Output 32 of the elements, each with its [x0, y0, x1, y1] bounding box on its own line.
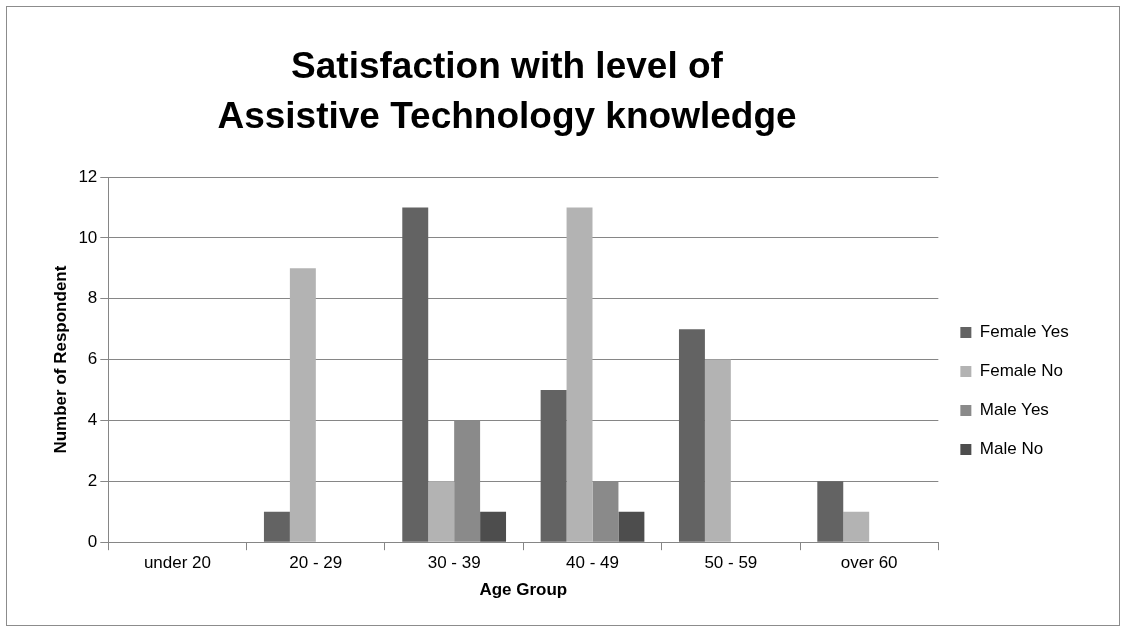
y-axis-title: Number of Respondent — [50, 265, 70, 454]
x-tick-label: 40 - 49 — [566, 553, 619, 573]
bar — [402, 207, 429, 542]
x-tick-label: over 60 — [840, 553, 898, 573]
bar — [480, 511, 507, 542]
bar — [678, 329, 705, 542]
bar — [428, 481, 455, 542]
bar — [289, 268, 316, 542]
x-tick-label: 30 - 39 — [427, 553, 481, 573]
y-tick-label: 0 — [87, 531, 98, 551]
bar — [566, 207, 593, 542]
bar — [540, 390, 567, 542]
bar — [618, 511, 645, 542]
x-tick-label: under 20 — [143, 553, 212, 573]
y-tick-label: 2 — [87, 471, 98, 491]
x-axis-title: Age Group — [479, 580, 568, 600]
legend-label: Female Yes — [979, 322, 1069, 342]
chart-title: Satisfaction with level of Assistive Technology knowledge — [216, 44, 798, 138]
legend-label: Male No — [979, 439, 1044, 459]
y-tick-label: 6 — [87, 349, 98, 369]
bar — [704, 359, 731, 542]
legend-label: Female No — [979, 361, 1063, 381]
legend-label: Male Yes — [979, 400, 1049, 420]
y-tick-label: 8 — [87, 288, 98, 308]
y-tick-label: 4 — [87, 410, 98, 430]
x-tick-label: 20 - 29 — [289, 553, 343, 573]
bar — [817, 481, 844, 542]
bar — [843, 511, 870, 542]
y-tick-label: 10 — [78, 227, 98, 247]
x-tick-label: 50 - 59 — [704, 553, 758, 573]
bar — [263, 511, 290, 542]
y-tick-label: 12 — [78, 166, 98, 186]
